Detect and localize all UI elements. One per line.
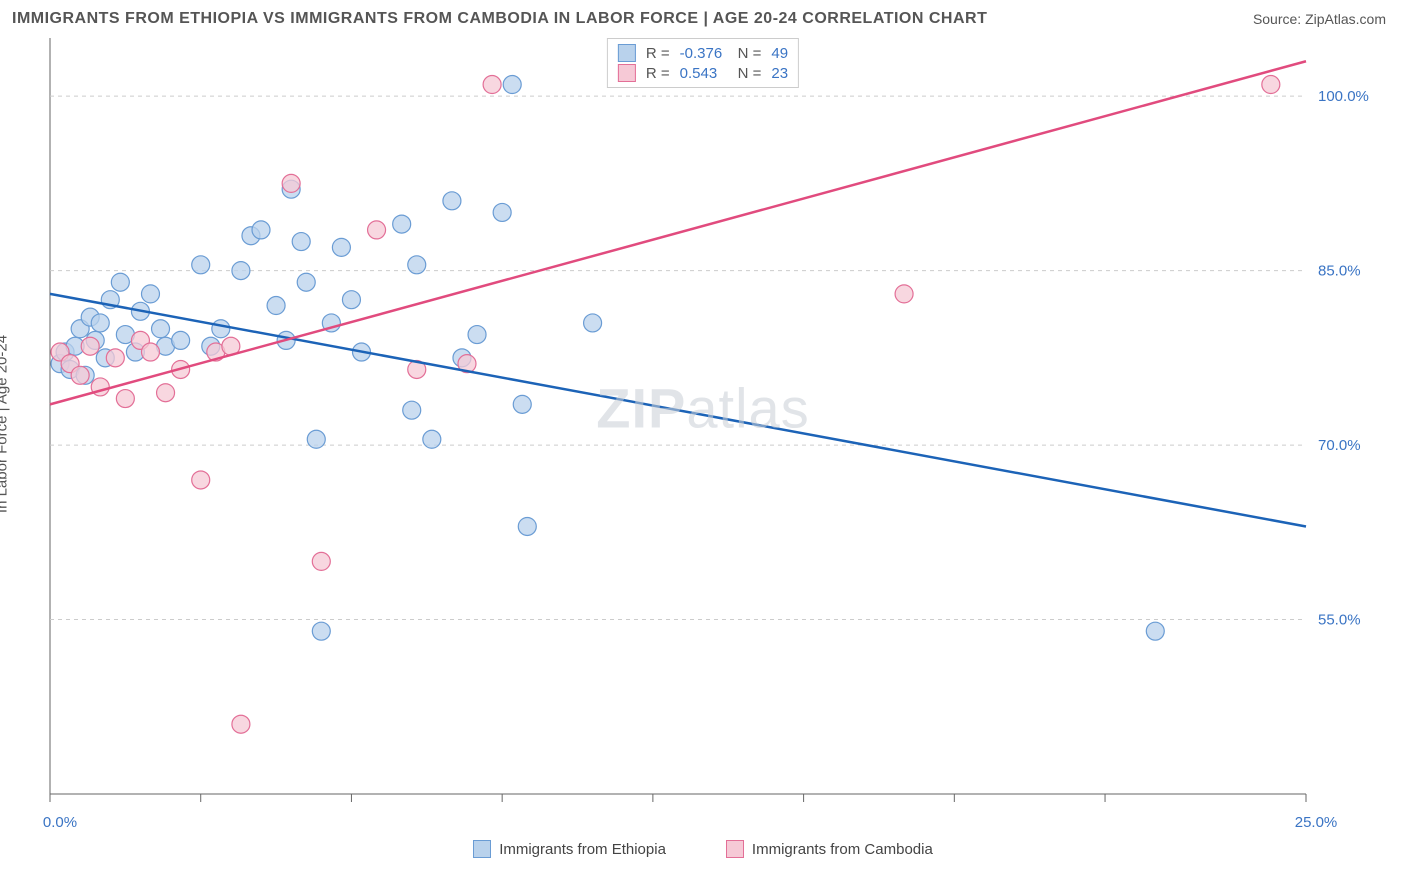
title-bar: IMMIGRANTS FROM ETHIOPIA VS IMMIGRANTS F… — [0, 0, 1406, 34]
legend-n-label: N = — [738, 65, 762, 82]
chart-title: IMMIGRANTS FROM ETHIOPIA VS IMMIGRANTS F… — [12, 10, 987, 28]
legend-r-value-cambodia: 0.543 — [680, 65, 728, 82]
scatter-chart: 55.0% 70.0% 85.0% 100.0% — [10, 34, 1396, 814]
legend-label-ethiopia: Immigrants from Ethiopia — [499, 841, 666, 858]
legend-n-label: N = — [738, 45, 762, 62]
legend-item-cambodia: Immigrants from Cambodia — [726, 840, 933, 858]
legend-item-ethiopia: Immigrants from Ethiopia — [473, 840, 666, 858]
legend-n-value-ethiopia: 49 — [771, 45, 788, 62]
legend-row-cambodia: R = 0.543 N = 23 — [618, 63, 788, 83]
correlation-legend: R = -0.376 N = 49 R = 0.543 N = 23 — [607, 38, 799, 88]
legend-r-label: R = — [646, 65, 670, 82]
legend-n-value-cambodia: 23 — [771, 65, 788, 82]
x-tick-max: 25.0% — [1295, 814, 1338, 831]
svg-text:85.0%: 85.0% — [1318, 263, 1361, 280]
legend-swatch-cambodia-icon — [726, 840, 744, 858]
svg-text:55.0%: 55.0% — [1318, 612, 1361, 629]
legend-swatch-ethiopia-icon — [473, 840, 491, 858]
svg-text:70.0%: 70.0% — [1318, 437, 1361, 454]
legend-row-ethiopia: R = -0.376 N = 49 — [618, 43, 788, 63]
svg-text:100.0%: 100.0% — [1318, 88, 1369, 105]
x-tick-min: 0.0% — [43, 814, 77, 831]
legend-swatch-ethiopia — [618, 44, 636, 62]
legend-swatch-cambodia — [618, 64, 636, 82]
legend-label-cambodia: Immigrants from Cambodia — [752, 841, 933, 858]
y-axis-label: In Labor Force | Age 20-24 — [0, 335, 11, 513]
legend-r-label: R = — [646, 45, 670, 62]
source-label: Source: ZipAtlas.com — [1253, 11, 1386, 27]
x-axis-labels: 0.0% 25.0% — [10, 814, 1396, 836]
bottom-legend: Immigrants from Ethiopia Immigrants from… — [0, 840, 1406, 858]
legend-r-value-ethiopia: -0.376 — [680, 45, 728, 62]
plot-area: In Labor Force | Age 20-24 ZIPatlas 55.0… — [10, 34, 1396, 814]
